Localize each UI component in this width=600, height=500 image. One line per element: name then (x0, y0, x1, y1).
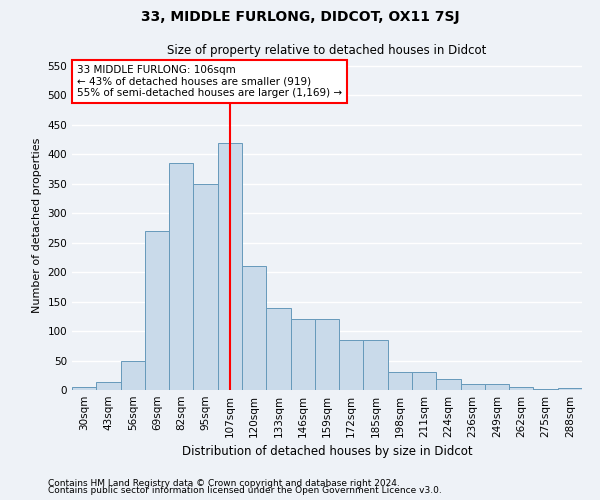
Bar (412, 372, 436, 390)
Title: Size of property relative to detached houses in Didcot: Size of property relative to detached ho… (167, 44, 487, 58)
Bar (388, 372, 412, 390)
Bar (315, 320, 339, 390)
Bar (509, 387, 533, 390)
Bar (242, 266, 266, 390)
Text: Contains HM Land Registry data © Crown copyright and database right 2024.: Contains HM Land Registry data © Crown c… (48, 478, 400, 488)
Bar (193, 184, 218, 390)
Bar (485, 384, 509, 390)
X-axis label: Distribution of detached houses by size in Didcot: Distribution of detached houses by size … (182, 446, 472, 458)
Text: 33 MIDDLE FURLONG: 106sqm
← 43% of detached houses are smaller (919)
55% of semi: 33 MIDDLE FURLONG: 106sqm ← 43% of detac… (77, 65, 342, 98)
Text: Contains public sector information licensed under the Open Government Licence v3: Contains public sector information licen… (48, 486, 442, 495)
Bar (461, 384, 485, 390)
Bar (169, 163, 193, 390)
Bar (218, 142, 242, 390)
Bar (436, 380, 461, 390)
Bar (96, 382, 121, 390)
Bar (145, 231, 169, 390)
Y-axis label: Number of detached properties: Number of detached properties (32, 138, 42, 312)
Bar (364, 340, 388, 390)
Bar (533, 389, 558, 390)
Bar (72, 387, 96, 390)
Bar (121, 360, 145, 390)
Text: 33, MIDDLE FURLONG, DIDCOT, OX11 7SJ: 33, MIDDLE FURLONG, DIDCOT, OX11 7SJ (140, 10, 460, 24)
Bar (558, 388, 582, 390)
Bar (339, 340, 364, 390)
Bar (290, 320, 315, 390)
Bar (266, 308, 290, 390)
